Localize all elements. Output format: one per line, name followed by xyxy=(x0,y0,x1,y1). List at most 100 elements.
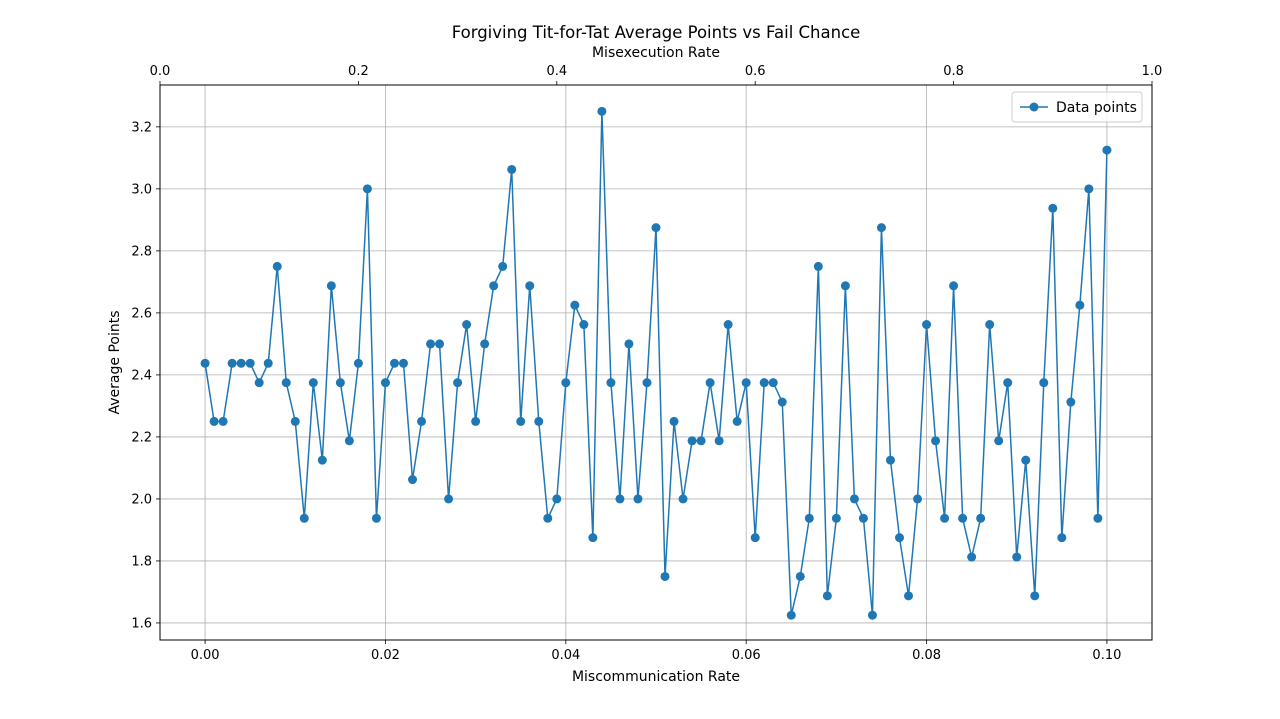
data-point xyxy=(876,223,886,233)
data-point xyxy=(894,533,904,543)
data-point xyxy=(462,320,472,330)
data-point xyxy=(480,339,490,349)
data-point xyxy=(750,533,760,543)
data-point xyxy=(1003,378,1013,388)
data-point xyxy=(1030,591,1040,601)
data-point xyxy=(471,416,481,426)
x-tick-label: 0.10 xyxy=(1092,648,1121,663)
y-tick-label: 2.2 xyxy=(131,430,152,445)
data-point xyxy=(669,416,679,426)
data-point xyxy=(417,416,427,426)
data-point xyxy=(723,320,733,330)
data-point xyxy=(597,106,607,116)
data-point xyxy=(795,571,805,581)
data-point xyxy=(759,378,769,388)
data-point xyxy=(913,494,923,504)
data-point xyxy=(579,320,589,330)
data-point xyxy=(254,378,264,388)
data-point xyxy=(858,513,868,523)
data-point xyxy=(615,494,625,504)
data-point xyxy=(940,513,950,523)
data-point xyxy=(922,320,932,330)
data-point xyxy=(516,416,526,426)
data-point xyxy=(299,513,309,523)
data-point xyxy=(489,281,499,291)
data-point xyxy=(371,513,381,523)
x-axis-label: Miscommunication Rate xyxy=(572,669,740,685)
data-point xyxy=(453,378,463,388)
data-point xyxy=(389,358,399,368)
legend-box xyxy=(1011,91,1143,123)
data-point xyxy=(362,184,372,194)
data-point xyxy=(633,494,643,504)
data-point xyxy=(642,378,652,388)
data-point xyxy=(1084,184,1094,194)
data-point xyxy=(227,358,237,368)
top-x-tick-label: 0.2 xyxy=(348,64,369,79)
data-point xyxy=(552,494,562,504)
data-point xyxy=(426,339,436,349)
data-point xyxy=(687,436,697,446)
data-point xyxy=(606,378,616,388)
x-tick-label: 0.08 xyxy=(912,648,941,663)
data-point xyxy=(444,494,454,504)
x-tick-label: 0.06 xyxy=(732,648,761,663)
data-point xyxy=(335,378,345,388)
chart-title: Forgiving Tit-for-Tat Average Points vs … xyxy=(452,23,861,42)
data-point xyxy=(570,300,580,310)
data-point xyxy=(543,513,553,523)
data-point xyxy=(651,223,661,233)
data-point xyxy=(588,533,598,543)
legend-entry-label: Data points xyxy=(1056,100,1137,116)
data-point xyxy=(786,610,796,620)
y-axis-label: Average Points xyxy=(107,311,123,415)
data-point xyxy=(1093,513,1103,523)
y-tick-label: 2.4 xyxy=(131,368,152,383)
data-point xyxy=(272,261,282,271)
y-tick-label: 2.8 xyxy=(131,244,152,259)
top-x-axis-label: Misexecution Rate xyxy=(592,45,720,61)
y-tick-label: 3.0 xyxy=(131,182,152,197)
data-point xyxy=(281,378,291,388)
y-tick-label: 1.6 xyxy=(131,616,152,631)
y-tick-label: 2.6 xyxy=(131,306,152,321)
data-point xyxy=(1039,378,1049,388)
data-point xyxy=(994,436,1004,446)
data-point xyxy=(308,378,318,388)
data-point xyxy=(353,358,363,368)
top-x-tick-label: 0.0 xyxy=(150,64,171,79)
data-point xyxy=(967,552,977,562)
data-point xyxy=(705,378,715,388)
data-point xyxy=(326,281,336,291)
data-point xyxy=(525,281,535,291)
data-point xyxy=(435,339,445,349)
data-point xyxy=(507,164,517,174)
data-point xyxy=(949,281,959,291)
data-point xyxy=(741,378,751,388)
data-point xyxy=(380,378,390,388)
data-point xyxy=(777,397,787,407)
data-point xyxy=(958,513,968,523)
data-point xyxy=(1075,300,1085,310)
legend: Data points xyxy=(1011,91,1143,123)
data-point xyxy=(768,378,778,388)
data-point xyxy=(1102,145,1112,155)
x-tick-label: 0.04 xyxy=(551,648,580,663)
data-point xyxy=(813,261,823,271)
data-point xyxy=(263,358,273,368)
data-point xyxy=(1021,455,1031,465)
data-point xyxy=(985,320,995,330)
data-point xyxy=(678,494,688,504)
data-point xyxy=(840,281,850,291)
data-point xyxy=(714,436,724,446)
top-x-tick-label: 0.6 xyxy=(745,64,766,79)
data-point xyxy=(849,494,859,504)
x-tick-label: 0.00 xyxy=(191,648,220,663)
data-point xyxy=(904,591,914,601)
data-point xyxy=(498,261,508,271)
data-point xyxy=(822,591,832,601)
data-point xyxy=(660,571,670,581)
y-tick-label: 1.8 xyxy=(131,554,152,569)
data-point xyxy=(1012,552,1022,562)
